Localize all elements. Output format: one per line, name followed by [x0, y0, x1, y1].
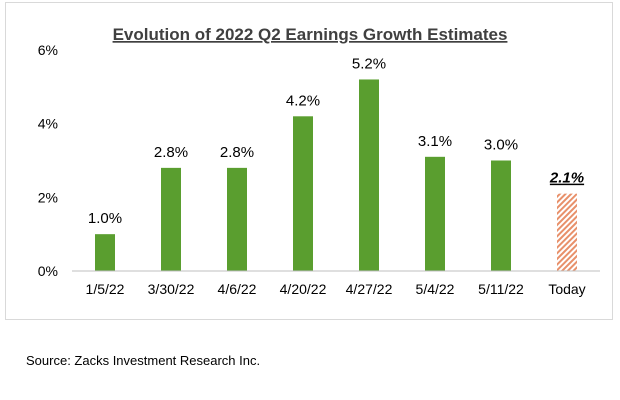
data-labels: 1.0% 2.8% 2.8% 4.2% 5.2% 3.1% 3.0% 2.1%: [88, 55, 584, 227]
x-tick-label: 4/27/22: [346, 281, 393, 297]
bars: [95, 79, 577, 271]
x-tick-label: 1/5/22: [86, 281, 125, 297]
y-tick-label: 6%: [38, 42, 58, 58]
chart-title: Evolution of 2022 Q2 Earnings Growth Est…: [113, 25, 508, 44]
bar: [161, 167, 181, 271]
y-tick-label: 2%: [38, 189, 58, 205]
bar-today: [557, 193, 577, 271]
bar: [227, 167, 247, 271]
bar: [491, 160, 511, 271]
x-axis: 1/5/22 3/30/22 4/6/22 4/20/22 4/27/22 5/4/22 5…: [72, 270, 600, 297]
data-label: 4.2%: [286, 92, 320, 109]
bar: [293, 116, 313, 271]
x-tick-label: 5/4/22: [416, 281, 455, 297]
y-tick-label: 0%: [38, 263, 58, 279]
y-axis: 0% 2% 4% 6%: [38, 42, 58, 279]
data-label: 2.8%: [220, 144, 254, 161]
chart-frame: [5, 2, 613, 320]
data-label: 3.1%: [418, 133, 452, 150]
bar: [95, 234, 115, 271]
bar: [425, 156, 445, 271]
data-label: 5.2%: [352, 55, 386, 72]
data-label: 2.8%: [154, 144, 188, 161]
bar-chart: Evolution of 2022 Q2 Earnings Growth Est…: [38, 25, 600, 297]
x-tick-label: 5/11/22: [478, 281, 524, 297]
bar: [359, 79, 379, 271]
data-label: 3.0%: [484, 137, 518, 154]
x-tick-label: Today: [548, 281, 585, 297]
data-label-today: 2.1%: [549, 170, 584, 187]
source-note: Source: Zacks Investment Research Inc.: [26, 353, 261, 368]
x-tick-label: 3/30/22: [148, 281, 195, 297]
x-tick-label: 4/6/22: [218, 281, 257, 297]
data-label: 1.0%: [88, 210, 122, 227]
x-tick-label: 4/20/22: [280, 281, 327, 297]
y-tick-label: 4%: [38, 116, 58, 132]
